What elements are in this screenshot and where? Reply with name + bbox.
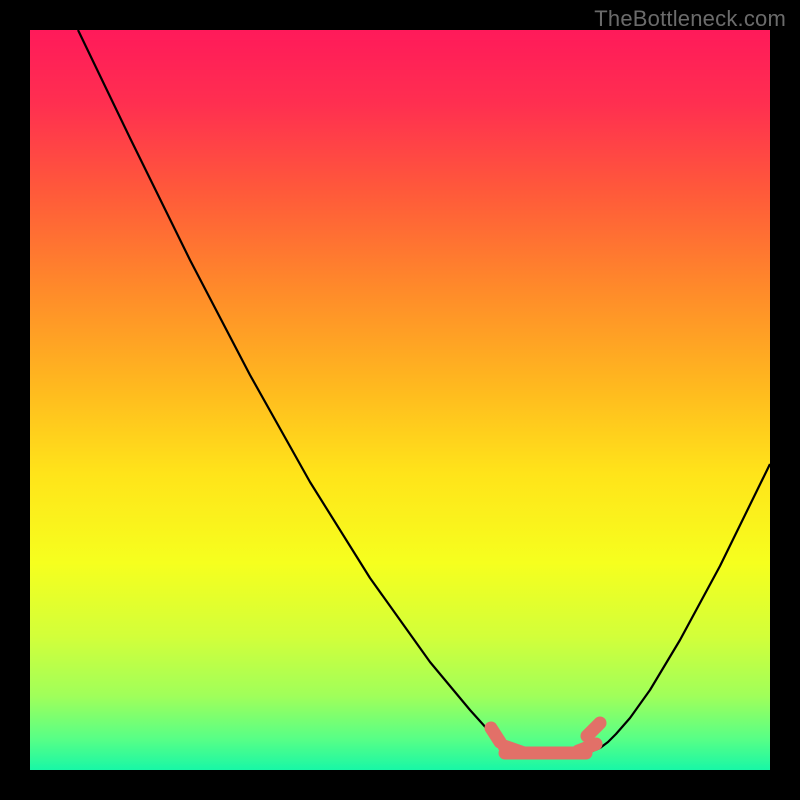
heatmap-panel	[30, 30, 770, 770]
watermark-text: TheBottleneck.com	[594, 6, 786, 32]
valley-floor-segment	[491, 728, 500, 742]
valley-floor-segment	[587, 723, 600, 736]
chart-stage: TheBottleneck.com	[0, 0, 800, 800]
valley-floor-segment	[578, 744, 596, 751]
bottleneck-chart-svg	[0, 0, 800, 800]
